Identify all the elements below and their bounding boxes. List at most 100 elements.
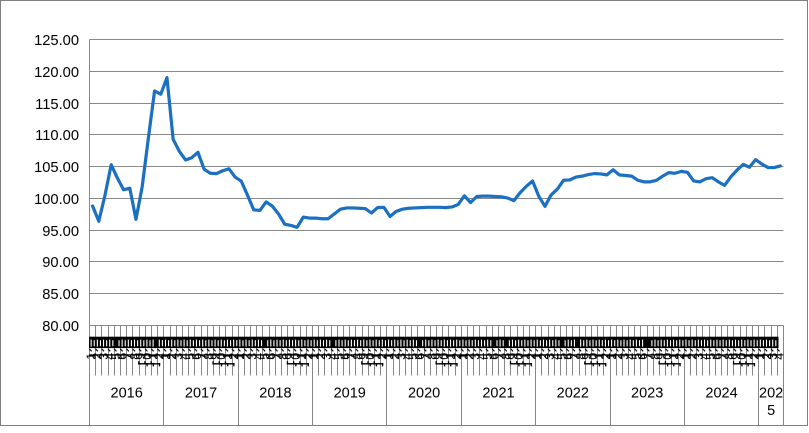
svg-text:7: 7	[270, 353, 284, 360]
svg-text:6: 6	[115, 353, 129, 360]
svg-text:4: 4	[103, 353, 117, 360]
svg-text:2018: 2018	[259, 385, 291, 401]
svg-text:2: 2	[165, 353, 179, 360]
svg-text:0: 0	[661, 353, 675, 360]
svg-text:1: 1	[741, 353, 755, 360]
svg-text:9: 9	[506, 353, 520, 360]
svg-text:6: 6	[562, 353, 576, 360]
svg-text:8: 8	[351, 353, 365, 360]
svg-text:2: 2	[537, 353, 551, 360]
svg-text:9: 9	[283, 353, 297, 360]
svg-text:202: 202	[759, 385, 783, 401]
svg-text:6: 6	[190, 353, 204, 360]
svg-text:4: 4	[326, 353, 340, 360]
svg-text:8: 8	[277, 353, 291, 360]
svg-text:3: 3	[320, 353, 334, 360]
svg-text:9: 9	[655, 353, 669, 360]
svg-text:2019: 2019	[334, 385, 366, 401]
svg-text:6: 6	[636, 353, 650, 360]
svg-text:1: 1	[456, 353, 470, 360]
svg-text:4: 4	[549, 353, 563, 360]
svg-text:1: 1	[518, 353, 532, 360]
svg-text:4: 4	[177, 353, 191, 360]
svg-text:1: 1	[531, 353, 545, 360]
svg-text:2: 2	[462, 353, 476, 360]
svg-text:8: 8	[648, 353, 662, 360]
svg-text:5: 5	[767, 403, 775, 419]
svg-text:3: 3	[766, 353, 780, 360]
svg-text:0: 0	[363, 353, 377, 360]
svg-text:5: 5	[555, 353, 569, 360]
svg-text:120.00: 120.00	[34, 65, 79, 81]
svg-text:8: 8	[425, 353, 439, 360]
svg-text:5: 5	[481, 353, 495, 360]
svg-text:4: 4	[698, 353, 712, 360]
svg-text:1: 1	[679, 353, 693, 360]
svg-text:5: 5	[258, 353, 272, 360]
svg-text:2: 2	[450, 353, 464, 360]
svg-text:9: 9	[208, 353, 222, 360]
svg-text:1: 1	[159, 353, 173, 360]
svg-text:9: 9	[357, 353, 371, 360]
svg-text:85.00: 85.00	[42, 287, 79, 303]
svg-text:0: 0	[140, 353, 154, 360]
svg-text:2: 2	[611, 353, 625, 360]
svg-text:2: 2	[673, 353, 687, 360]
svg-text:6: 6	[710, 353, 724, 360]
svg-text:7: 7	[568, 353, 582, 360]
svg-text:105.00: 105.00	[34, 160, 79, 176]
svg-text:0: 0	[735, 353, 749, 360]
svg-text:0: 0	[586, 353, 600, 360]
svg-text:1: 1	[233, 353, 247, 360]
svg-text:1: 1	[146, 353, 160, 360]
svg-text:1: 1	[382, 353, 396, 360]
svg-text:8: 8	[500, 353, 514, 360]
svg-text:5: 5	[704, 353, 718, 360]
svg-text:6: 6	[413, 353, 427, 360]
svg-text:4: 4	[624, 353, 638, 360]
svg-text:1: 1	[85, 353, 99, 360]
svg-text:95.00: 95.00	[42, 224, 79, 240]
svg-text:7: 7	[642, 353, 656, 360]
svg-text:3: 3	[171, 353, 185, 360]
svg-text:2: 2	[599, 353, 613, 360]
svg-text:8: 8	[574, 353, 588, 360]
svg-text:2: 2	[314, 353, 328, 360]
svg-text:1: 1	[308, 353, 322, 360]
svg-text:6: 6	[264, 353, 278, 360]
svg-text:5: 5	[332, 353, 346, 360]
svg-text:8: 8	[202, 353, 216, 360]
svg-text:2: 2	[239, 353, 253, 360]
svg-text:3: 3	[394, 353, 408, 360]
svg-text:125.00: 125.00	[34, 33, 79, 49]
svg-text:1: 1	[370, 353, 384, 360]
svg-text:1: 1	[667, 353, 681, 360]
svg-text:2: 2	[760, 353, 774, 360]
svg-text:3: 3	[97, 353, 111, 360]
svg-text:2: 2	[376, 353, 390, 360]
svg-text:2020: 2020	[408, 385, 440, 401]
svg-text:8: 8	[128, 353, 142, 360]
svg-text:5: 5	[109, 353, 123, 360]
svg-text:5: 5	[630, 353, 644, 360]
svg-text:2023: 2023	[631, 385, 663, 401]
svg-text:1: 1	[221, 353, 235, 360]
svg-text:4: 4	[772, 353, 786, 360]
svg-text:7: 7	[345, 353, 359, 360]
svg-text:7: 7	[122, 353, 136, 360]
svg-text:1: 1	[444, 353, 458, 360]
svg-text:2017: 2017	[185, 385, 217, 401]
svg-text:7: 7	[717, 353, 731, 360]
svg-text:115.00: 115.00	[35, 97, 79, 113]
svg-text:3: 3	[692, 353, 706, 360]
svg-text:2: 2	[91, 353, 105, 360]
svg-text:4: 4	[401, 353, 415, 360]
svg-text:7: 7	[196, 353, 210, 360]
svg-text:80.00: 80.00	[42, 319, 79, 335]
svg-text:2022: 2022	[557, 385, 589, 401]
svg-text:2: 2	[301, 353, 315, 360]
svg-text:7: 7	[419, 353, 433, 360]
svg-text:3: 3	[543, 353, 557, 360]
svg-text:9: 9	[432, 353, 446, 360]
svg-text:3: 3	[246, 353, 260, 360]
